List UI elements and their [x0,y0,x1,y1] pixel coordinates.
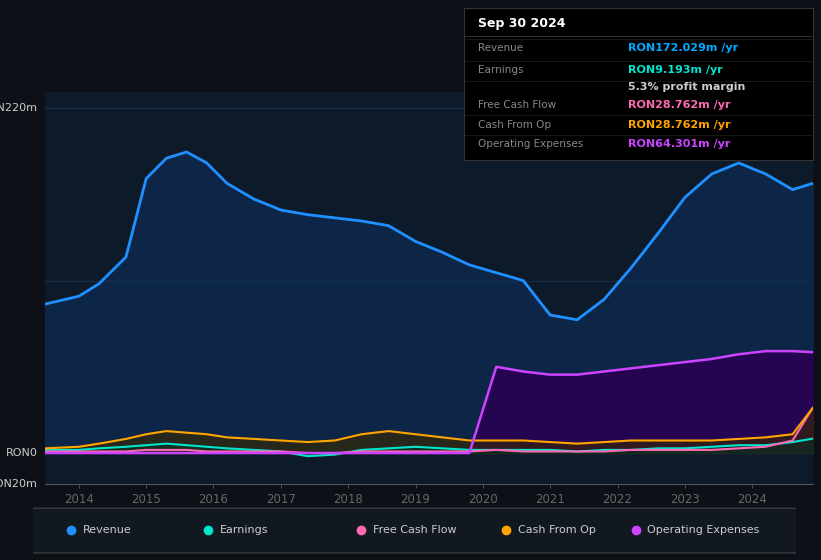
Text: RON172.029m /yr: RON172.029m /yr [628,43,738,53]
Text: Revenue: Revenue [478,43,523,53]
Text: RON0: RON0 [6,448,38,458]
Text: Earnings: Earnings [478,65,523,75]
Text: Free Cash Flow: Free Cash Flow [478,100,556,110]
Text: Revenue: Revenue [82,525,131,535]
Text: Operating Expenses: Operating Expenses [648,525,760,535]
Text: -RON20m: -RON20m [0,479,38,489]
Text: Free Cash Flow: Free Cash Flow [373,525,456,535]
Text: RON9.193m /yr: RON9.193m /yr [628,65,722,75]
Text: RON28.762m /yr: RON28.762m /yr [628,119,731,129]
Text: RON64.301m /yr: RON64.301m /yr [628,139,730,149]
Text: RON28.762m /yr: RON28.762m /yr [628,100,731,110]
Text: Sep 30 2024: Sep 30 2024 [478,17,566,30]
FancyBboxPatch shape [25,508,804,553]
Text: Operating Expenses: Operating Expenses [478,139,583,149]
Text: Cash From Op: Cash From Op [478,119,551,129]
Text: RON220m: RON220m [0,103,38,113]
Text: Earnings: Earnings [220,525,268,535]
Text: Cash From Op: Cash From Op [518,525,595,535]
Text: 5.3% profit margin: 5.3% profit margin [628,82,745,92]
